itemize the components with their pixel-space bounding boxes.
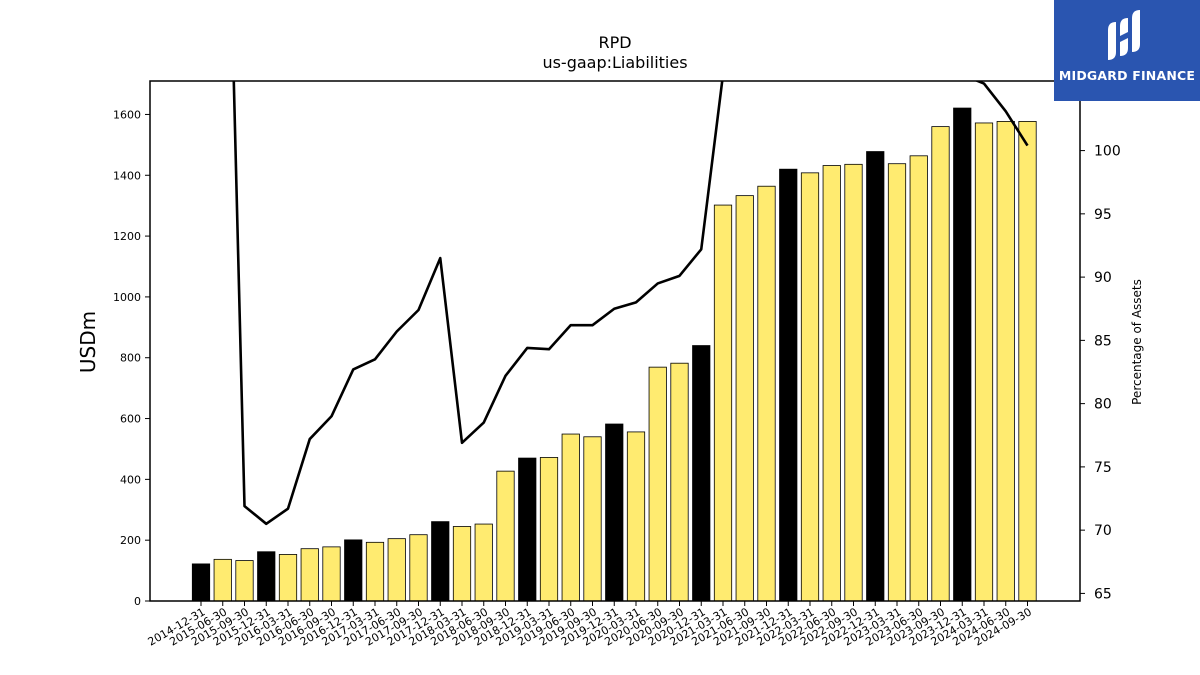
bar-2021-12-31	[779, 168, 798, 602]
bar-2017-09-30	[409, 534, 428, 602]
y2-axis-label: Percentage of Assets	[1130, 279, 1144, 405]
bar-2015-09-30	[235, 560, 254, 602]
bar-2014-12-31	[191, 563, 211, 602]
bar-2016-09-30	[322, 546, 341, 602]
bar-2021-09-30	[757, 185, 776, 602]
y-tick-label: 1200	[113, 230, 141, 243]
y2-tick-label: 70	[1094, 523, 1112, 539]
plot-frame	[149, 80, 1081, 602]
y2-tick-label: 75	[1094, 460, 1112, 476]
bar-2018-12-31	[518, 457, 537, 602]
y2-tick-label: 65	[1094, 586, 1112, 602]
bar-2021-03-31	[713, 204, 733, 602]
chart-subtitle: us-gaap:Liabilities	[542, 53, 687, 72]
bar-2015-12-31	[257, 551, 276, 602]
bar-2022-03-31	[800, 172, 820, 602]
bar-2016-12-31	[344, 539, 363, 602]
bar-2020-06-30	[648, 366, 667, 602]
bar-2018-03-31	[452, 526, 472, 602]
bar-2024-03-31	[974, 122, 994, 602]
y-tick-label: 1600	[113, 108, 141, 121]
y-tick-label: 200	[120, 534, 141, 547]
bar-2024-06-30	[996, 121, 1015, 602]
bar-2022-09-30	[844, 163, 863, 602]
bar-2019-12-31	[605, 423, 624, 602]
bar-2024-09-30	[1018, 121, 1037, 602]
y2-tick-label: 85	[1094, 333, 1112, 349]
bar-2023-03-31	[887, 163, 907, 602]
bar-2019-03-31	[539, 457, 559, 602]
bar-2018-09-30	[496, 470, 515, 602]
bar-2016-03-31	[278, 554, 298, 602]
bar-series	[191, 107, 1037, 602]
chart-title: RPD	[598, 33, 631, 52]
y-tick-label: 1400	[113, 169, 141, 182]
logo-text: MIDGARD FINANCE	[1058, 68, 1196, 83]
y-tick-label: 400	[120, 473, 141, 486]
bar-2021-06-30	[735, 195, 754, 602]
bar-2018-06-30	[474, 523, 493, 602]
y2-tick-label: 80	[1094, 397, 1112, 413]
y2-tick-label: 95	[1094, 207, 1112, 223]
y2-tick-label: 90	[1094, 270, 1112, 286]
y-tick-label: 0	[134, 595, 141, 608]
line-series	[232, 81, 1029, 526]
y2-tick-label: 100	[1094, 144, 1121, 160]
bar-2020-12-31	[692, 345, 711, 602]
y-axis-label: USDm	[76, 311, 100, 373]
bar-2017-12-31	[431, 521, 450, 602]
bar-2020-03-31	[626, 431, 646, 602]
bar-2023-12-31	[953, 107, 972, 602]
bar-2023-09-30	[931, 126, 950, 602]
axes: 0 200 400 600 800 1000 1200 1400 1600 65 70 75 80 85 9…	[113, 80, 1121, 649]
y-tick-label: 800	[120, 352, 141, 365]
bar-2017-06-30	[387, 538, 406, 602]
bar-2015-06-30	[213, 558, 232, 602]
y-tick-label: 600	[120, 413, 141, 426]
percentage-line	[232, 81, 1029, 526]
y-tick-label: 1000	[113, 291, 141, 304]
bar-2019-09-30	[583, 436, 602, 602]
bar-2019-06-30	[561, 433, 580, 602]
bar-2016-06-30	[300, 548, 319, 602]
bar-2017-03-31	[365, 541, 385, 602]
bar-2022-12-31	[866, 151, 885, 602]
bar-2023-06-30	[909, 155, 928, 602]
midgard-logo-icon	[1108, 10, 1140, 60]
bar-2022-06-30	[822, 165, 841, 602]
bar-2020-09-30	[670, 362, 689, 602]
brand-logo: MIDGARD FINANCE	[1054, 0, 1200, 101]
